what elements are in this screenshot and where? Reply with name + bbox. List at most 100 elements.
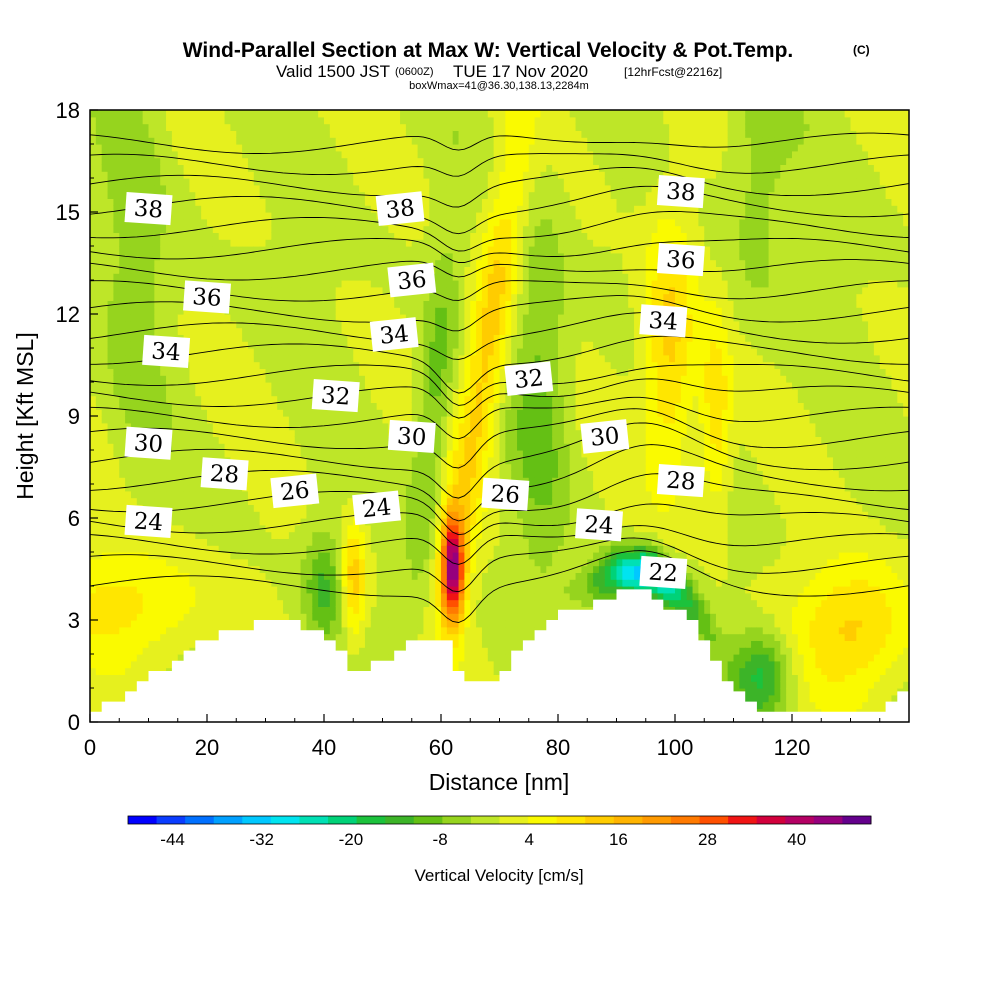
w-cell <box>300 579 308 587</box>
w-cell <box>113 681 120 689</box>
w-cell <box>283 259 290 267</box>
w-cell <box>95 518 103 526</box>
w-cell <box>283 116 290 125</box>
w-cell <box>347 558 354 567</box>
w-cell <box>171 212 179 220</box>
w-cell <box>201 518 208 526</box>
w-cell <box>400 640 407 648</box>
w-cell <box>171 579 179 587</box>
w-cell <box>283 225 290 233</box>
w-cell <box>177 252 185 261</box>
w-cell <box>294 599 302 607</box>
w-cell <box>101 123 109 131</box>
w-cell <box>347 266 354 274</box>
w-cell <box>306 123 313 131</box>
w-cell <box>236 218 243 227</box>
w-cell <box>388 484 395 492</box>
w-cell <box>376 456 384 465</box>
w-cell <box>253 538 261 546</box>
w-cell <box>259 218 267 227</box>
w-cell <box>300 246 308 254</box>
w-cell <box>253 300 261 308</box>
w-cell <box>101 388 109 397</box>
w-cell <box>148 144 155 152</box>
w-cell <box>341 178 348 186</box>
w-cell <box>119 348 126 356</box>
w-cell <box>177 565 185 573</box>
w-cell <box>394 354 401 363</box>
w-cell <box>306 511 313 519</box>
w-cell <box>136 293 144 301</box>
w-cell <box>253 470 261 478</box>
w-cell <box>271 422 278 431</box>
w-cell <box>335 586 343 594</box>
w-cell <box>166 552 173 560</box>
w-cell <box>376 620 384 628</box>
w-cell <box>218 259 226 267</box>
w-cell <box>283 252 290 261</box>
w-cell <box>195 266 202 274</box>
w-cell <box>230 599 237 607</box>
w-cell <box>347 545 354 553</box>
w-cell <box>312 436 319 444</box>
w-cell <box>189 429 196 437</box>
w-cell <box>171 164 179 172</box>
w-cell <box>130 178 138 186</box>
w-cell <box>347 620 354 628</box>
w-cell <box>160 164 167 172</box>
w-cell <box>376 599 384 607</box>
w-cell <box>107 626 114 635</box>
w-cell <box>183 477 191 485</box>
w-cell <box>382 232 389 240</box>
w-cell <box>318 429 325 437</box>
w-cell <box>230 123 237 131</box>
w-cell <box>201 266 208 274</box>
w-cell <box>324 123 331 131</box>
w-cell <box>107 116 114 125</box>
w-cell <box>247 572 255 580</box>
w-cell <box>130 266 138 274</box>
w-cell <box>154 137 161 145</box>
w-cell <box>324 552 331 560</box>
w-cell <box>107 273 114 281</box>
w-cell <box>242 443 249 451</box>
w-cell <box>113 388 120 397</box>
w-cell <box>119 490 126 499</box>
w-cell <box>353 586 360 594</box>
w-cell <box>113 184 120 193</box>
w-cell <box>300 157 308 165</box>
w-cell <box>177 266 185 274</box>
w-cell <box>166 150 173 159</box>
w-cell <box>353 157 360 165</box>
w-cell <box>154 178 161 186</box>
w-cell <box>113 667 120 675</box>
w-cell <box>242 388 249 397</box>
w-cell <box>107 470 114 478</box>
w-cell <box>265 606 272 614</box>
w-cell <box>265 613 272 621</box>
w-cell <box>189 259 196 267</box>
w-cell <box>382 348 389 356</box>
w-cell <box>353 300 360 308</box>
w-cell <box>125 178 132 186</box>
w-cell <box>318 164 325 172</box>
w-cell <box>171 436 179 444</box>
w-cell <box>312 463 319 471</box>
w-cell <box>183 314 191 322</box>
w-cell <box>171 565 179 573</box>
w-cell <box>388 354 395 363</box>
w-cell <box>160 232 167 240</box>
w-cell <box>218 572 226 580</box>
w-cell <box>230 497 237 505</box>
w-cell <box>265 293 272 301</box>
w-cell <box>201 524 208 533</box>
w-cell <box>312 579 319 587</box>
w-cell <box>294 225 302 233</box>
w-cell <box>212 144 220 152</box>
w-cell <box>130 409 138 417</box>
w-cell <box>207 354 214 363</box>
w-cell <box>265 361 272 369</box>
w-cell <box>148 565 155 573</box>
w-cell <box>347 348 354 356</box>
w-cell <box>335 205 343 213</box>
